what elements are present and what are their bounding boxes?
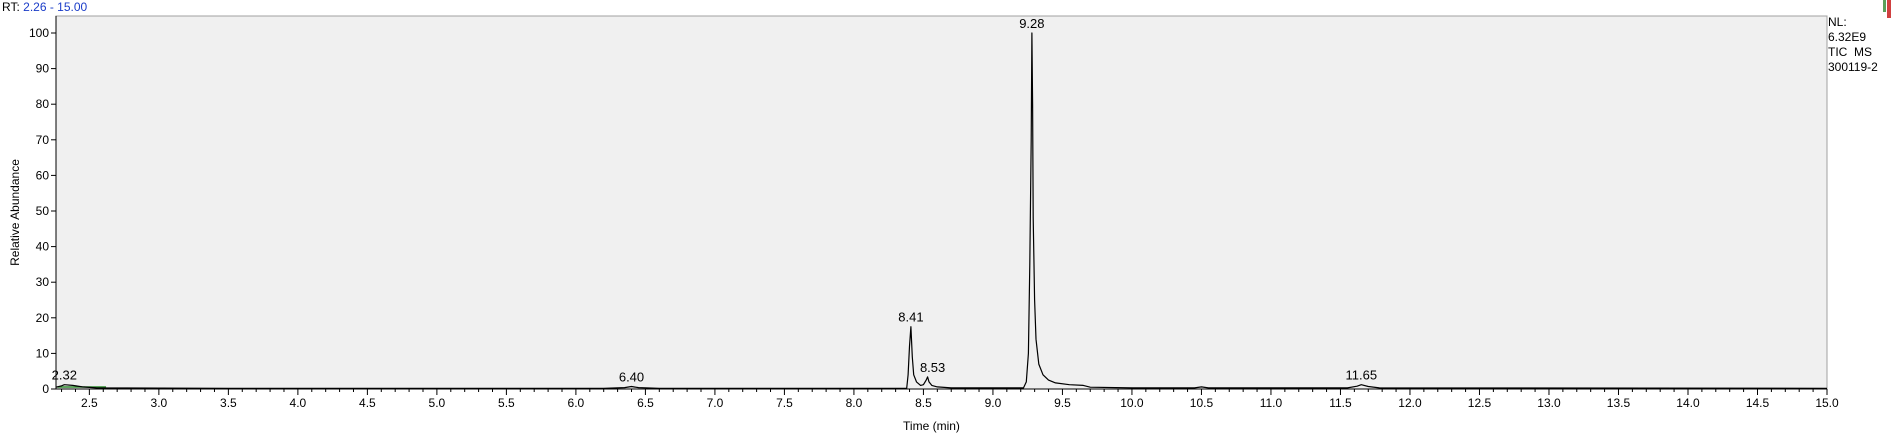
x-tick-label: 5.5 bbox=[498, 396, 515, 410]
x-tick-label: 13.0 bbox=[1537, 396, 1561, 410]
x-tick-label: 5.0 bbox=[429, 396, 446, 410]
x-axis-title: Time (min) bbox=[903, 419, 960, 433]
x-tick-label: 6.0 bbox=[568, 396, 585, 410]
x-tick-label: 10.5 bbox=[1190, 396, 1214, 410]
x-tick-label: 11.0 bbox=[1260, 396, 1283, 410]
x-tick-label: 2.5 bbox=[81, 396, 98, 410]
x-tick-label: 12.5 bbox=[1468, 396, 1492, 410]
peak-label: 8.41 bbox=[898, 310, 923, 325]
rt-range-header: RT: 2.26 - 15.00 bbox=[2, 0, 87, 14]
x-tick-label: 12.0 bbox=[1398, 396, 1422, 410]
edge-marker-red bbox=[1887, 0, 1891, 18]
y-tick-label: 60 bbox=[36, 168, 50, 182]
x-tick-label: 4.5 bbox=[359, 396, 376, 410]
peak-label: 6.40 bbox=[619, 370, 644, 385]
side-info-panel: NL: 6.32E9 TIC MS 300119-2 bbox=[1828, 15, 1878, 75]
y-tick-label: 30 bbox=[36, 275, 50, 289]
edge-marker-green bbox=[1883, 0, 1886, 12]
x-tick-label: 8.0 bbox=[846, 396, 863, 410]
y-tick-label: 10 bbox=[36, 346, 50, 360]
x-tick-label: 10.0 bbox=[1120, 396, 1144, 410]
y-tick-label: 70 bbox=[36, 133, 50, 147]
x-tick-label: 7.0 bbox=[707, 396, 724, 410]
x-tick-label: 3.5 bbox=[220, 396, 237, 410]
chromatogram-trace bbox=[55, 32, 1828, 389]
x-tick-label: 9.0 bbox=[985, 396, 1002, 410]
x-tick-label: 8.5 bbox=[915, 396, 932, 410]
x-tick-label: 13.5 bbox=[1607, 396, 1631, 410]
y-tick-label: 90 bbox=[36, 62, 50, 76]
y-tick-label: 50 bbox=[36, 204, 50, 218]
y-tick-label: 20 bbox=[36, 311, 50, 325]
rt-range-value: 2.26 - 15.00 bbox=[23, 0, 88, 14]
rt-prefix: RT: bbox=[2, 0, 20, 14]
y-axis-title: Relative Abundance bbox=[8, 159, 22, 266]
x-tick-label: 15.0 bbox=[1815, 396, 1839, 410]
peak-label: 9.28 bbox=[1019, 16, 1044, 31]
nl-value: 6.32E9 bbox=[1828, 30, 1867, 44]
peak-label: 8.53 bbox=[920, 360, 945, 375]
x-tick-label: 14.0 bbox=[1676, 396, 1700, 410]
peak-label: 2.32 bbox=[52, 368, 77, 383]
x-tick-label: 7.5 bbox=[776, 396, 793, 410]
nl-label: NL: bbox=[1828, 15, 1847, 29]
plot-area bbox=[55, 15, 1828, 390]
x-tick-label: 3.0 bbox=[151, 396, 168, 410]
peak-label: 11.65 bbox=[1346, 368, 1378, 383]
x-tick-label: 11.5 bbox=[1329, 396, 1352, 410]
scan-type: TIC MS bbox=[1828, 45, 1872, 59]
sample-name: 300119-2 bbox=[1828, 60, 1878, 74]
x-tick-label: 14.5 bbox=[1746, 396, 1770, 410]
y-tick-label: 0 bbox=[42, 382, 49, 396]
x-tick-label: 6.5 bbox=[637, 396, 654, 410]
x-tick-label: 4.0 bbox=[290, 396, 307, 410]
y-tick-label: 100 bbox=[29, 26, 49, 40]
x-tick-label: 9.5 bbox=[1054, 396, 1071, 410]
y-tick-label: 80 bbox=[36, 97, 50, 111]
y-tick-label: 40 bbox=[36, 240, 50, 254]
